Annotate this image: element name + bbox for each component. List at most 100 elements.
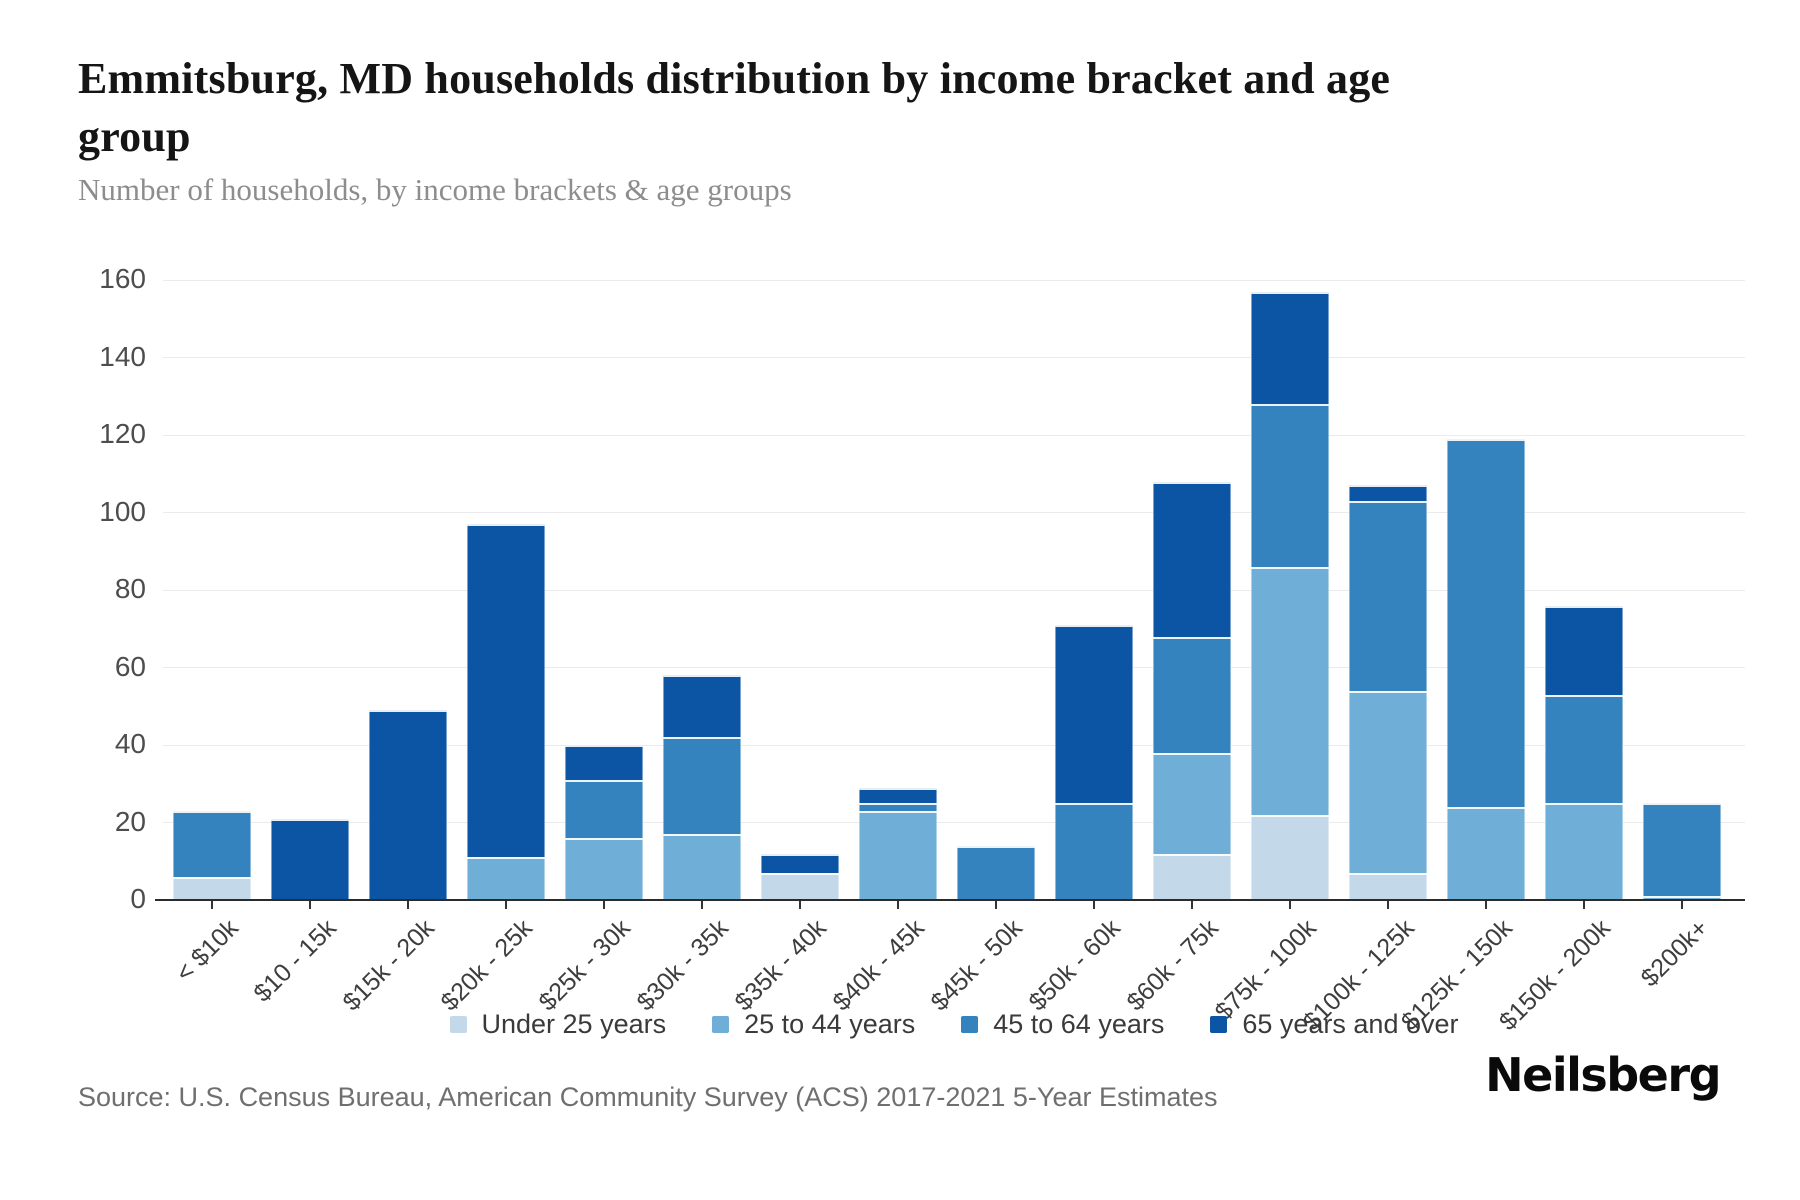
y-tick-label-0: 0: [130, 883, 146, 914]
y-tick-label-100: 100: [99, 495, 146, 527]
x-tick-label: < $10k: [170, 914, 244, 988]
y-tick-label-20: 20: [114, 805, 146, 837]
bar-segment-45-to-64-years: [1349, 500, 1427, 691]
neilsberg-logo: Neilsberg: [1485, 1048, 1721, 1102]
y-tick-label-60: 60: [114, 650, 146, 682]
bar-segment-25-to-44-years: [859, 810, 937, 900]
x-tick-mark: [995, 901, 997, 909]
gridline-y-100: [163, 512, 1745, 513]
bar-segment-25-to-44-years: [1545, 803, 1623, 900]
bar-segment-25-to-44-years: [1153, 752, 1231, 854]
bar-segment-45-to-64-years: [1447, 438, 1525, 807]
x-tick-mark: [1681, 901, 1683, 909]
bar--20k-25k: [467, 0, 545, 900]
bar-segment-25-to-44-years: [1349, 690, 1427, 873]
bar-segment-under-25-years: [761, 872, 839, 900]
x-tick-mark: [603, 901, 605, 909]
bar-segment-65-years-and-over: [467, 524, 545, 858]
chart-legend: Under 25 years 25 to 44 years 45 to 64 yea…: [163, 1002, 1745, 1046]
bar-segment-25-to-44-years: [467, 857, 545, 900]
x-tick-mark: [211, 901, 213, 909]
bar-segment-65-years-and-over: [859, 787, 937, 804]
bar-segment-45-to-64-years: [1251, 404, 1329, 567]
bar-segment-25-to-44-years: [1643, 896, 1721, 900]
bar-segment-45-to-64-years: [1055, 803, 1133, 900]
legend-swatch: [449, 1015, 467, 1033]
source-text: Source: U.S. Census Bureau, American Com…: [78, 1082, 1218, 1112]
gridline-y-80: [163, 589, 1745, 591]
x-tick-mark: [1191, 901, 1193, 909]
x-tick-mark: [407, 901, 409, 909]
bar--10k: [173, 0, 251, 900]
bar-segment-under-25-years: [1153, 853, 1231, 900]
bar-segment-25-to-44-years: [663, 834, 741, 900]
bar--45k-50k: [957, 0, 1035, 900]
y-tick-label-120: 120: [99, 418, 146, 449]
gridline-y-140: [163, 357, 1745, 358]
bar-segment-65-years-and-over: [369, 710, 447, 900]
bar--75k-100k: [1251, 0, 1329, 900]
gridline-y-20: [163, 822, 1745, 823]
legend-item-45-to-64-years: 45 to 64 years: [961, 1009, 1164, 1040]
bar-segment-under-25-years: [1349, 872, 1427, 900]
bar-segment-65-years-and-over: [1251, 291, 1329, 404]
x-tick-mark: [309, 901, 311, 909]
y-tick-label-140: 140: [99, 340, 146, 372]
legend-item-25-to-44-years: 25 to 44 years: [712, 1009, 915, 1040]
legend-label: 25 to 44 years: [744, 1008, 916, 1039]
bar-segment-45-to-64-years: [565, 779, 643, 838]
bar--200k+: [1643, 0, 1721, 900]
bar-segment-25-to-44-years: [1251, 566, 1329, 815]
x-tick-label: $10 - 15k: [248, 914, 342, 1008]
bar--50k-60k: [1055, 0, 1133, 900]
bar--125k-150k: [1447, 0, 1525, 900]
x-tick-mark: [1387, 901, 1389, 909]
bar-segment-25-to-44-years: [565, 838, 643, 900]
x-tick-mark: [1093, 901, 1095, 909]
gridline-y-120: [163, 434, 1745, 436]
chart-subtitle: Number of households, by income brackets…: [78, 172, 792, 207]
bar-segment-65-years-and-over: [761, 853, 839, 873]
bar--150k-200k: [1545, 0, 1623, 900]
bar-segment-under-25-years: [173, 876, 251, 900]
bar--25k-30k: [565, 0, 643, 900]
legend-swatch: [1210, 1015, 1228, 1033]
chart-title: Emmitsburg, MD households distribution b…: [78, 54, 1391, 162]
legend-label: 65 years and over: [1242, 1008, 1459, 1039]
gridline-y-60: [163, 667, 1745, 668]
bar-segment-65-years-and-over: [565, 745, 643, 780]
bar-segment-25-to-44-years: [1447, 807, 1525, 900]
bar-segment-65-years-and-over: [271, 818, 349, 900]
legend-label: Under 25 years: [481, 1008, 667, 1039]
bar--100k-125k: [1349, 0, 1427, 900]
x-tick-mark: [897, 901, 899, 909]
bar-segment-45-to-64-years: [663, 737, 741, 835]
x-tick-label: $200k+: [1635, 914, 1714, 993]
legend-swatch: [961, 1015, 979, 1033]
legend-item-65-years-and-over: 65 years and over: [1210, 1008, 1459, 1040]
bar-segment-45-to-64-years: [1643, 803, 1721, 897]
bar-segment-65-years-and-over: [1153, 481, 1231, 637]
bar-segment-65-years-and-over: [1545, 605, 1623, 695]
bar-segment-45-to-64-years: [1153, 636, 1231, 753]
bar--10-15k: [271, 0, 349, 900]
y-tick-label-160: 160: [99, 263, 146, 294]
legend-item-under-25-years: Under 25 years: [449, 1008, 667, 1040]
y-tick-label-40: 40: [114, 728, 146, 759]
bar-segment-45-to-64-years: [173, 810, 251, 877]
bar-segment-under-25-years: [1251, 814, 1329, 900]
legend-swatch: [712, 1015, 730, 1033]
x-tick-mark: [1485, 901, 1487, 909]
bar--15k-20k: [369, 0, 447, 900]
x-tick-mark: [701, 901, 703, 909]
bar--60k-75k: [1153, 0, 1231, 900]
bar-segment-45-to-64-years: [859, 803, 937, 811]
legend-label: 45 to 64 years: [993, 1008, 1165, 1039]
bar--30k-35k: [663, 0, 741, 900]
x-axis-line: [155, 899, 1745, 901]
bar-segment-45-to-64-years: [1545, 694, 1623, 804]
x-tick-mark: [1583, 901, 1585, 909]
y-tick-label-80: 80: [114, 573, 146, 604]
bar-segment-45-to-64-years: [957, 845, 1035, 900]
